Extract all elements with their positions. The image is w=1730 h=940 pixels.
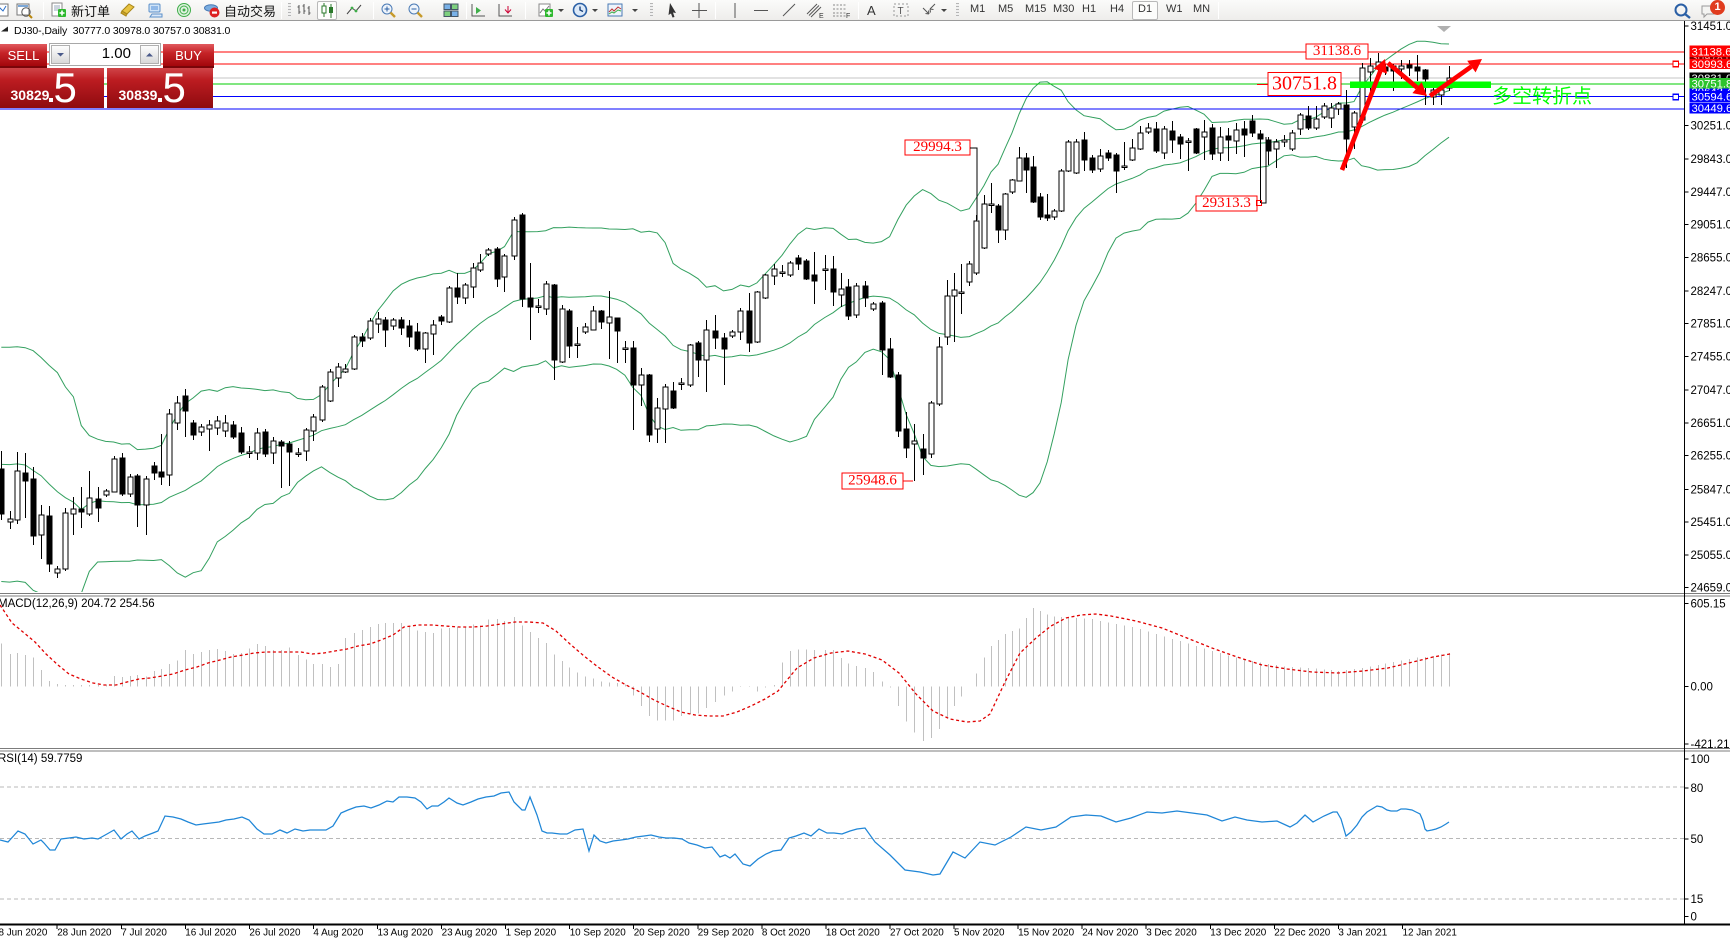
svg-text:25948.6: 25948.6: [848, 473, 897, 489]
svg-text:80: 80: [1691, 783, 1704, 795]
svg-text:30594.6: 30594.6: [1692, 92, 1730, 104]
svg-text:18 Oct 2020: 18 Oct 2020: [826, 928, 880, 939]
svg-text:28655.0: 28655.0: [1691, 252, 1730, 264]
svg-text:23 Aug 2020: 23 Aug 2020: [442, 928, 498, 939]
svg-text:16 Jul 2020: 16 Jul 2020: [185, 928, 237, 939]
svg-text:1 Sep 2020: 1 Sep 2020: [506, 928, 557, 939]
svg-text:27851.0: 27851.0: [1691, 319, 1730, 331]
svg-text:27 Oct 2020: 27 Oct 2020: [890, 928, 944, 939]
svg-text:0.00: 0.00: [1691, 681, 1713, 693]
svg-text:4 Aug 2020: 4 Aug 2020: [313, 928, 363, 939]
svg-text:15: 15: [1691, 894, 1704, 906]
svg-text:RSI(14) 59.7759: RSI(14) 59.7759: [0, 753, 82, 765]
svg-text:29843.0: 29843.0: [1691, 154, 1730, 166]
svg-text:30751.8: 30751.8: [1692, 78, 1730, 90]
svg-text:30251.0: 30251.0: [1691, 120, 1730, 132]
svg-text:MACD(12,26,9) 204.72 254.56: MACD(12,26,9) 204.72 254.56: [0, 598, 155, 610]
svg-text:27455.0: 27455.0: [1691, 351, 1730, 363]
svg-text:29051.0: 29051.0: [1691, 220, 1730, 232]
svg-text:30449.6: 30449.6: [1692, 103, 1730, 115]
svg-text:29313.3: 29313.3: [1202, 195, 1251, 211]
svg-text:7 Jul 2020: 7 Jul 2020: [121, 928, 167, 939]
svg-text:0: 0: [1691, 912, 1697, 924]
svg-text:20 Sep 2020: 20 Sep 2020: [634, 928, 691, 939]
svg-text:13 Aug 2020: 13 Aug 2020: [378, 928, 434, 939]
svg-text:5 Nov 2020: 5 Nov 2020: [954, 928, 1005, 939]
svg-text:26255.0: 26255.0: [1691, 451, 1730, 463]
svg-text:26651.0: 26651.0: [1691, 418, 1730, 430]
svg-text:100: 100: [1691, 754, 1710, 766]
svg-text:25055.0: 25055.0: [1691, 550, 1730, 562]
svg-text:12 Jan 2021: 12 Jan 2021: [1403, 928, 1458, 939]
svg-text:E: E: [819, 13, 824, 19]
svg-text:30751.8: 30751.8: [1272, 72, 1337, 94]
svg-text:10 Sep 2020: 10 Sep 2020: [570, 928, 627, 939]
svg-text:26 Jul 2020: 26 Jul 2020: [249, 928, 301, 939]
svg-text:29447.0: 29447.0: [1691, 187, 1730, 199]
svg-text:27047.0: 27047.0: [1691, 385, 1730, 397]
svg-text:13 Dec 2020: 13 Dec 2020: [1210, 928, 1267, 939]
svg-text:30993.6: 30993.6: [1692, 59, 1730, 71]
svg-text:29994.3: 29994.3: [913, 139, 962, 155]
svg-text:31451.0: 31451.0: [1691, 21, 1730, 33]
svg-text:28 Jun 2020: 28 Jun 2020: [57, 928, 112, 939]
svg-text:F: F: [846, 13, 850, 19]
svg-text:29 Sep 2020: 29 Sep 2020: [698, 928, 755, 939]
svg-text:25451.0: 25451.0: [1691, 517, 1730, 529]
svg-text:15 Nov 2020: 15 Nov 2020: [1018, 928, 1075, 939]
svg-text:T: T: [898, 6, 904, 17]
svg-text:3 Dec 2020: 3 Dec 2020: [1146, 928, 1197, 939]
svg-text:24 Nov 2020: 24 Nov 2020: [1082, 928, 1139, 939]
svg-text:605.15: 605.15: [1691, 599, 1726, 611]
svg-text:8 Oct 2020: 8 Oct 2020: [762, 928, 811, 939]
svg-text:DJ30-,Daily 30777.0 30978.0 3: DJ30-,Daily 30777.0 30978.0 30757.0 3083…: [14, 25, 231, 37]
svg-text:18 Jun 2020: 18 Jun 2020: [0, 928, 48, 939]
svg-text:24659.0: 24659.0: [1691, 583, 1730, 595]
svg-text:-421.21: -421.21: [1691, 739, 1730, 751]
svg-text:31138.6: 31138.6: [1313, 43, 1362, 59]
svg-text:3 Jan 2021: 3 Jan 2021: [1338, 928, 1387, 939]
svg-text:22 Dec 2020: 22 Dec 2020: [1274, 928, 1331, 939]
svg-text:25847.0: 25847.0: [1691, 484, 1730, 496]
svg-text:31138.6: 31138.6: [1692, 47, 1730, 59]
svg-text:28247.0: 28247.0: [1691, 286, 1730, 298]
svg-text:50: 50: [1691, 834, 1704, 846]
